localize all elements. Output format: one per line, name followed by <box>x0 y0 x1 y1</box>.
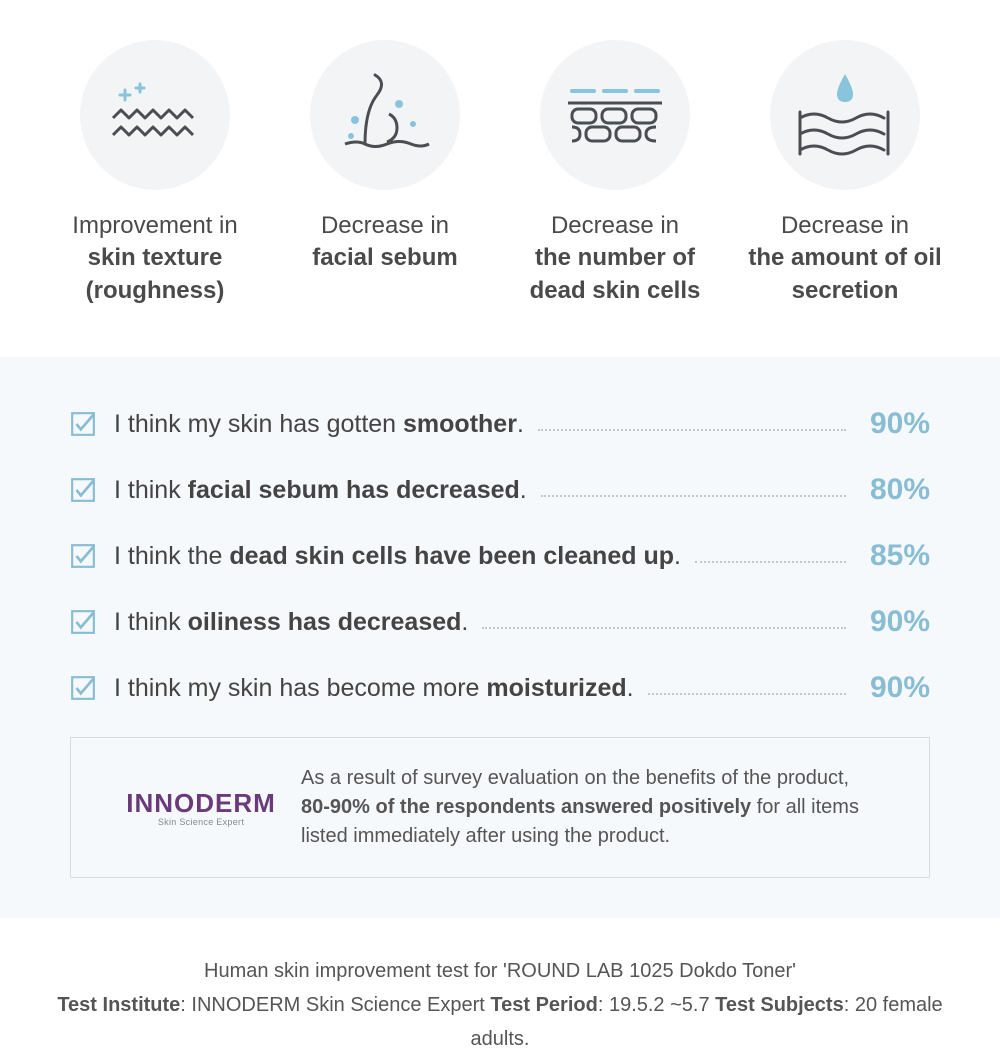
dotted-line <box>482 627 846 629</box>
survey-row: I think my skin has become more moisturi… <box>70 671 930 705</box>
benefit-deadskin: Decrease in the number of dead skin cell… <box>510 40 720 307</box>
texture-icon <box>80 40 230 190</box>
follicle-icon <box>310 40 460 190</box>
cells-icon <box>540 40 690 190</box>
survey-pct: 90% <box>860 671 930 705</box>
survey-statement: I think my skin has become more moisturi… <box>114 674 634 703</box>
survey-statement: I think my skin has gotten smoother. <box>114 410 524 439</box>
innoderm-logo: INNODERM Skin Science Expert <box>101 788 301 827</box>
survey-pct: 90% <box>860 407 930 441</box>
benefit-label: Decrease in the number of dead skin cell… <box>510 210 720 307</box>
survey-statement: I think oiliness has decreased. <box>114 608 468 637</box>
survey-row: I think oiliness has decreased. 90% <box>70 605 930 639</box>
benefit-texture: Improvement in skin texture (roughness) <box>50 40 260 307</box>
result-box: INNODERM Skin Science Expert As a result… <box>70 737 930 878</box>
survey-pct: 80% <box>860 473 930 507</box>
footer-text: Human skin improvement test for 'ROUND L… <box>0 918 1000 1056</box>
dotted-line <box>648 693 846 695</box>
survey-row: I think my skin has gotten smoother. 90% <box>70 407 930 441</box>
survey-section: I think my skin has gotten smoother. 90%… <box>0 357 1000 918</box>
survey-statement: I think facial sebum has decreased. <box>114 476 527 505</box>
check-icon <box>70 477 96 503</box>
benefit-label: Improvement in skin texture (roughness) <box>50 210 260 307</box>
dotted-line <box>695 561 846 563</box>
oil-icon <box>770 40 920 190</box>
survey-pct: 85% <box>860 539 930 573</box>
dotted-line <box>541 495 846 497</box>
check-icon <box>70 675 96 701</box>
benefit-label: Decrease in the amount of oil secretion <box>740 210 950 307</box>
survey-row: I think the dead skin cells have been cl… <box>70 539 930 573</box>
survey-row: I think facial sebum has decreased. 80% <box>70 473 930 507</box>
benefit-oil: Decrease in the amount of oil secretion <box>740 40 950 307</box>
check-icon <box>70 411 96 437</box>
dotted-line <box>538 429 846 431</box>
result-text: As a result of survey evaluation on the … <box>301 764 899 851</box>
survey-statement: I think the dead skin cells have been cl… <box>114 542 681 571</box>
survey-pct: 90% <box>860 605 930 639</box>
benefits-row: Improvement in skin texture (roughness) … <box>0 0 1000 357</box>
benefit-label: Decrease in facial sebum <box>312 210 457 275</box>
check-icon <box>70 543 96 569</box>
check-icon <box>70 609 96 635</box>
benefit-sebum: Decrease in facial sebum <box>280 40 490 307</box>
